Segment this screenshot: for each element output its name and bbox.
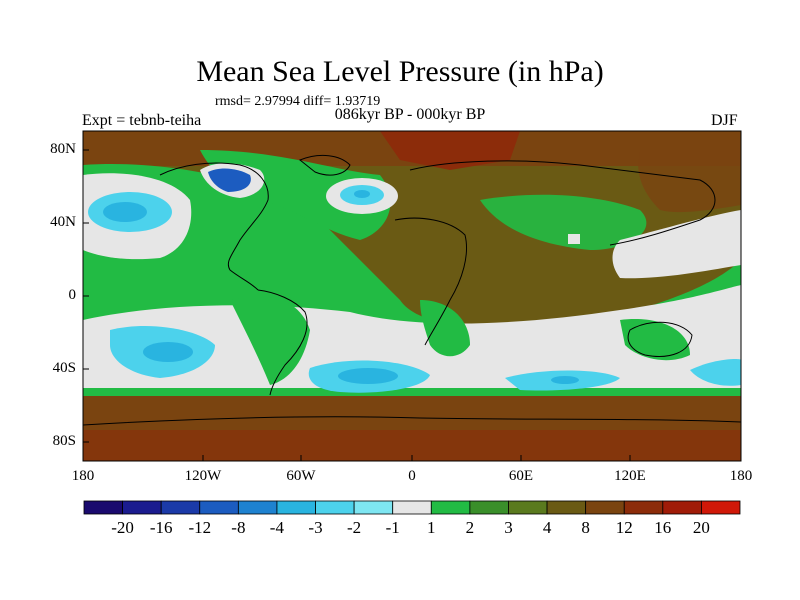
pressure-field bbox=[83, 131, 741, 461]
colorbar-swatch bbox=[585, 500, 625, 515]
experiment-label: Expt = tebnb-teiha bbox=[82, 112, 202, 129]
field-samerica-green bbox=[230, 296, 310, 385]
lon-label: 120W bbox=[184, 468, 222, 484]
colorbar-swatch bbox=[199, 500, 239, 515]
field-wpac-white bbox=[612, 210, 741, 279]
coast-north-america bbox=[159, 162, 269, 291]
stats-text: rmsd= 2.97994 diff= 1.93719 bbox=[215, 94, 381, 109]
colorbar-label: 12 bbox=[615, 518, 633, 537]
coastlines bbox=[83, 154, 741, 426]
colorbar-label: -3 bbox=[308, 518, 323, 537]
colorbar-swatch bbox=[353, 500, 394, 515]
field-natl-core bbox=[354, 190, 370, 198]
field-namerica-low bbox=[208, 168, 251, 192]
lat-ticks bbox=[83, 149, 631, 461]
colorbar-swatch bbox=[276, 500, 316, 515]
field-sio-core bbox=[551, 376, 579, 384]
colorbar-swatch bbox=[508, 500, 548, 515]
field-asia-green bbox=[480, 194, 647, 250]
colorbar-label: 1 bbox=[427, 518, 436, 537]
field-south-green-line bbox=[83, 388, 741, 396]
field-npac-core bbox=[103, 202, 147, 222]
colorbar-label: -16 bbox=[149, 518, 173, 537]
colorbar-swatch bbox=[392, 500, 432, 515]
lon-label: 120E bbox=[614, 468, 646, 484]
field-siberia-brown bbox=[638, 150, 741, 213]
field-spac-east-low bbox=[690, 359, 741, 386]
field-africa-green bbox=[420, 300, 470, 357]
lon-label: 60W bbox=[286, 468, 316, 484]
field-australia-green bbox=[620, 319, 690, 361]
lat-label: 0 bbox=[68, 287, 77, 303]
lon-label: 180 bbox=[729, 468, 753, 484]
colorbar-swatch bbox=[623, 500, 664, 515]
colorbar-swatch bbox=[237, 500, 278, 515]
colorbar-swatch bbox=[430, 500, 471, 515]
field-arctic-red bbox=[380, 131, 520, 170]
colorbar bbox=[83, 500, 741, 515]
colorbar-label: 20 bbox=[692, 518, 710, 537]
colorbar-label: 2 bbox=[465, 518, 475, 537]
colorbar-label: 3 bbox=[504, 518, 513, 537]
season-label: DJF bbox=[711, 112, 738, 129]
lat-label: 40N bbox=[50, 214, 76, 230]
colorbar-label: 8 bbox=[581, 518, 590, 537]
field-tibet-white bbox=[568, 234, 580, 244]
chart-title: Mean Sea Level Pressure (in hPa) bbox=[196, 55, 604, 88]
field-spac-core bbox=[143, 342, 193, 362]
colorbar-label: -4 bbox=[269, 518, 284, 537]
colorbar-swatch bbox=[701, 500, 741, 515]
colorbar-swatch bbox=[83, 500, 123, 515]
field-satl-core bbox=[338, 368, 398, 384]
colorbar-label: 4 bbox=[542, 518, 552, 537]
colorbar-label: -1 bbox=[385, 518, 400, 537]
colorbar-label: -12 bbox=[188, 518, 212, 537]
lat-label: 80N bbox=[50, 141, 76, 157]
coast-south-america bbox=[257, 289, 308, 396]
coast-africa bbox=[394, 217, 468, 346]
coast-australia bbox=[627, 321, 693, 357]
colorbar-swatch bbox=[122, 500, 162, 515]
coast-greenland bbox=[299, 154, 351, 176]
lat-label: 80S bbox=[52, 433, 76, 449]
coast-antarctica bbox=[83, 416, 741, 426]
colorbar-label: -20 bbox=[111, 518, 134, 537]
colorbar-swatch bbox=[546, 500, 587, 515]
period-label: 086kyr BP - 000kyr BP bbox=[334, 106, 486, 123]
lat-label: 40S bbox=[52, 360, 76, 376]
colorbar-label: -8 bbox=[231, 518, 246, 537]
colorbar-swatch bbox=[469, 500, 509, 515]
coast-eurasia bbox=[409, 160, 716, 246]
lon-label: 60E bbox=[508, 468, 534, 484]
colorbar-label: -2 bbox=[347, 518, 362, 537]
colorbar-swatch bbox=[315, 500, 355, 515]
lon-label: 0 bbox=[408, 468, 416, 484]
colorbar-swatch bbox=[662, 500, 702, 515]
lon-label: 180 bbox=[71, 468, 95, 484]
colorbar-label: 16 bbox=[654, 518, 672, 537]
colorbar-swatch bbox=[160, 500, 201, 515]
